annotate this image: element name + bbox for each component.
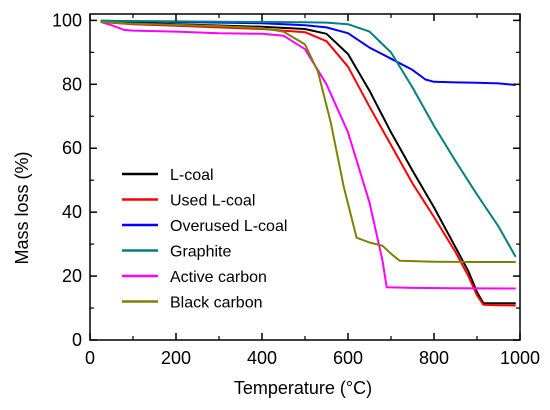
series-line-3 [100,19,517,258]
series-line-4 [100,21,516,290]
y-tick-label: 0 [72,330,82,350]
legend-label-3: Graphite [170,244,231,261]
x-tick-label: 1000 [500,348,540,368]
y-axis-label: Mass loss (%) [12,151,32,264]
series-line-1 [100,21,516,307]
x-tick-label: 800 [419,348,449,368]
series-line-5 [100,21,516,263]
x-tick-label: 600 [333,348,363,368]
legend-label-2: Overused L-coal [170,218,287,235]
axes-layer: 0 200 400 600 800 1000 0 20 40 60 80 100 [52,10,540,368]
legend-label-1: Used L-coal [170,193,255,210]
x-tick-label: 200 [161,348,191,368]
x-tick-label: 400 [247,348,277,368]
y-tick-label: 60 [62,138,82,158]
x-axis-label-main: Temperature ( [234,378,346,398]
y-tick-label: 20 [62,266,82,286]
plot-layer [100,19,517,307]
x-axis-label-unit: °C [346,378,366,398]
legend: L-coal Used L-coal Overused L-coal Graphite… [122,167,287,312]
legend-label-5: Black carbon [170,295,263,312]
plot-frame [89,13,521,341]
y-tick-label: 80 [62,74,82,94]
x-tick-label: 0 [85,348,95,368]
legend-label-0: L-coal [170,167,214,184]
y-tick-label: 100 [52,10,82,30]
y-tick-label: 40 [62,202,82,222]
x-axis-label: Temperature (°C) [234,378,372,398]
legend-label-4: Active carbon [170,269,267,286]
x-axis-label-close: ) [366,378,372,398]
